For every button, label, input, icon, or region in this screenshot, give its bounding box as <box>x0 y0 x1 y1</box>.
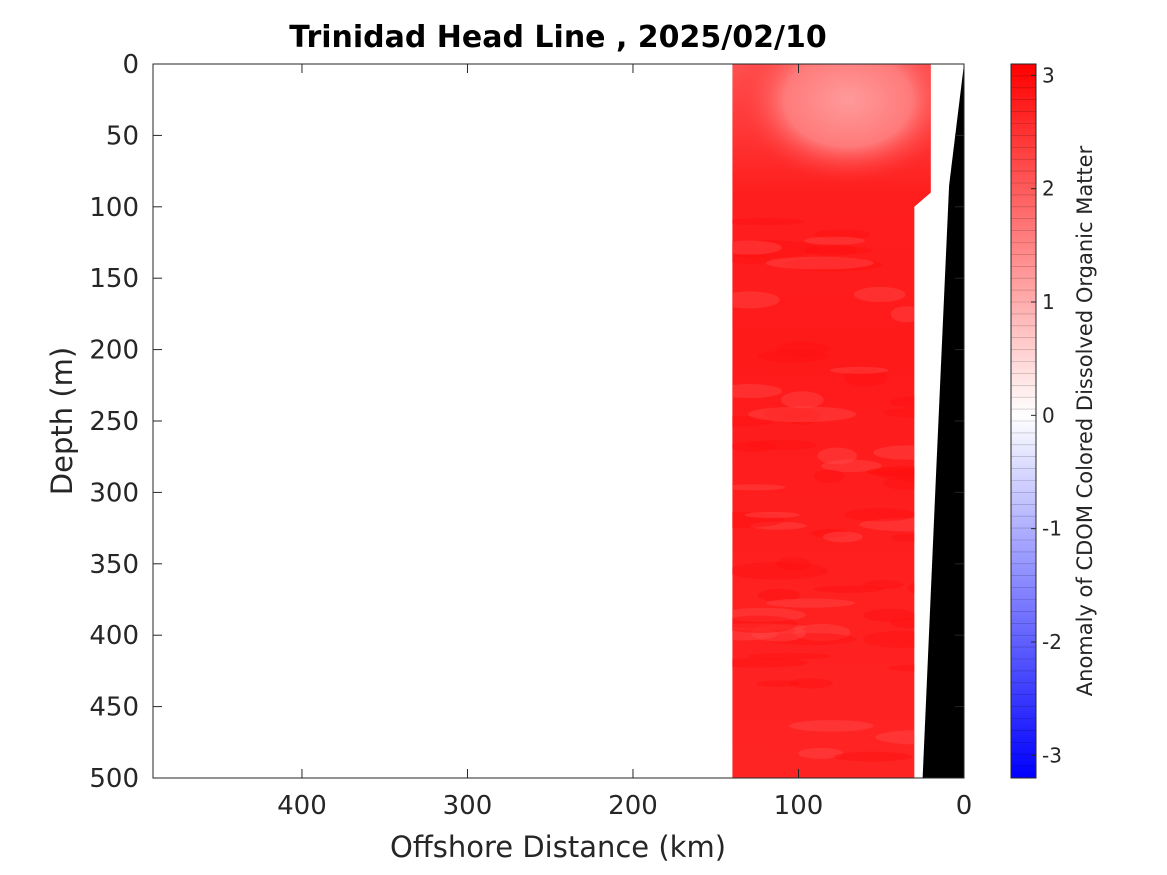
texture-streak <box>732 254 772 264</box>
bathymetry-seafloor <box>922 64 964 778</box>
y-tick-label: 450 <box>89 693 139 723</box>
x-tick-label: 400 <box>277 791 327 821</box>
y-tick-label: 150 <box>89 264 139 294</box>
texture-streak <box>751 624 806 642</box>
texture-streak <box>833 751 913 762</box>
texture-streak <box>732 291 780 309</box>
texture-streak <box>803 236 866 245</box>
x-tick-label: 300 <box>443 791 493 821</box>
colorbar-tick-label: -3 <box>1042 743 1062 767</box>
chart-title: Trinidad Head Line , 2025/02/10 <box>289 20 826 55</box>
texture-streak <box>776 341 830 358</box>
texture-streak <box>757 588 801 602</box>
texture-streak <box>748 406 857 423</box>
texture-streak <box>810 528 850 538</box>
x-tick-label: 0 <box>956 791 973 821</box>
texture-streak <box>789 720 874 732</box>
x-axis-label: Offshore Distance (km) <box>390 830 726 864</box>
texture-streak <box>763 405 812 421</box>
colorbar: 3 2 1 0 -1 -2 -3 Anomaly of CDOM Colored Disso… <box>1010 63 1097 779</box>
texture-streak <box>776 557 812 571</box>
texture-streak <box>732 484 786 491</box>
texture-streak <box>843 508 916 522</box>
x-tick-label: 100 <box>774 791 824 821</box>
texture-streak <box>814 229 871 240</box>
texture-streak <box>765 598 855 608</box>
texture-streak <box>732 384 783 399</box>
texture-streak <box>732 218 805 226</box>
colorbar-tick-label: -1 <box>1042 517 1062 541</box>
y-tick-label: 100 <box>89 193 139 223</box>
y-tick-label: 300 <box>89 478 139 508</box>
y-tick-label: 400 <box>89 621 139 651</box>
y-axis-label: Depth (m) <box>45 347 79 495</box>
texture-streak <box>732 607 806 622</box>
texture-streak <box>829 366 889 374</box>
texture-streak <box>821 459 882 473</box>
texture-streak <box>783 407 821 425</box>
texture-streak <box>797 747 844 759</box>
texture-streak <box>765 256 874 270</box>
texture-streak <box>732 562 829 580</box>
texture-streak <box>732 415 773 428</box>
surface-low-anomaly-patch <box>733 64 931 185</box>
colorbar-ticks: 3 2 1 0 -1 -2 -3 <box>1031 63 1062 767</box>
colorbar-label: Anomaly of CDOM Colored Dissolved Organi… <box>1073 145 1097 696</box>
colorbar-tick-label: 0 <box>1042 403 1055 427</box>
colorbar-tick-label: 3 <box>1042 63 1055 87</box>
texture-streak <box>732 627 778 641</box>
data-region <box>732 64 931 778</box>
colorbar-gradient <box>1011 64 1036 778</box>
texture-streak <box>804 244 857 256</box>
texture-streak <box>862 580 904 589</box>
texture-streak <box>890 306 922 323</box>
texture-streak <box>732 240 820 258</box>
texture-streak <box>732 512 785 529</box>
texture-streak <box>732 615 798 634</box>
texture-streak <box>732 240 782 255</box>
texture-streak <box>780 391 824 409</box>
texture-streak <box>763 633 857 646</box>
texture-streak <box>732 441 778 452</box>
texture-streak <box>813 469 845 484</box>
y-tick-label: 0 <box>122 50 139 80</box>
y-tick-label: 200 <box>89 336 139 366</box>
texture-streak <box>817 447 857 465</box>
texture-streak <box>854 286 906 303</box>
texture-streak <box>822 531 863 543</box>
texture-streak <box>843 368 888 387</box>
texture-streak <box>788 678 833 689</box>
texture-streak <box>732 623 807 630</box>
colorbar-tick-label: 1 <box>1042 290 1055 314</box>
texture-streak <box>859 517 931 532</box>
y-tick-label: 500 <box>89 764 139 794</box>
texture-streak <box>756 680 800 687</box>
y-tick-label: 250 <box>89 407 139 437</box>
texture-streak <box>863 608 916 622</box>
texture-streak <box>757 349 830 363</box>
x-tick-label: 200 <box>608 791 658 821</box>
y-tick-label: 350 <box>89 550 139 580</box>
x-axis-ticks: 400 300 200 100 0 <box>277 64 972 821</box>
y-tick-label: 50 <box>106 121 139 151</box>
texture-streak <box>747 652 831 660</box>
colorbar-level-lines <box>1011 75 1036 767</box>
texture-streak <box>814 585 884 593</box>
colorbar-frame <box>1010 63 1037 779</box>
texture-streak <box>806 246 874 255</box>
texture-streak <box>750 521 807 530</box>
texture-streak <box>746 439 818 450</box>
texture-streak <box>782 258 884 272</box>
colorbar-tick-label: -2 <box>1042 630 1062 654</box>
texture-streak <box>793 623 851 642</box>
texture-streak <box>744 511 800 519</box>
texture-streak <box>732 658 808 668</box>
y-axis-ticks: 0 50 100 150 200 250 300 350 400 450 500 <box>89 50 964 794</box>
colorbar-tick-label: 2 <box>1042 177 1055 201</box>
